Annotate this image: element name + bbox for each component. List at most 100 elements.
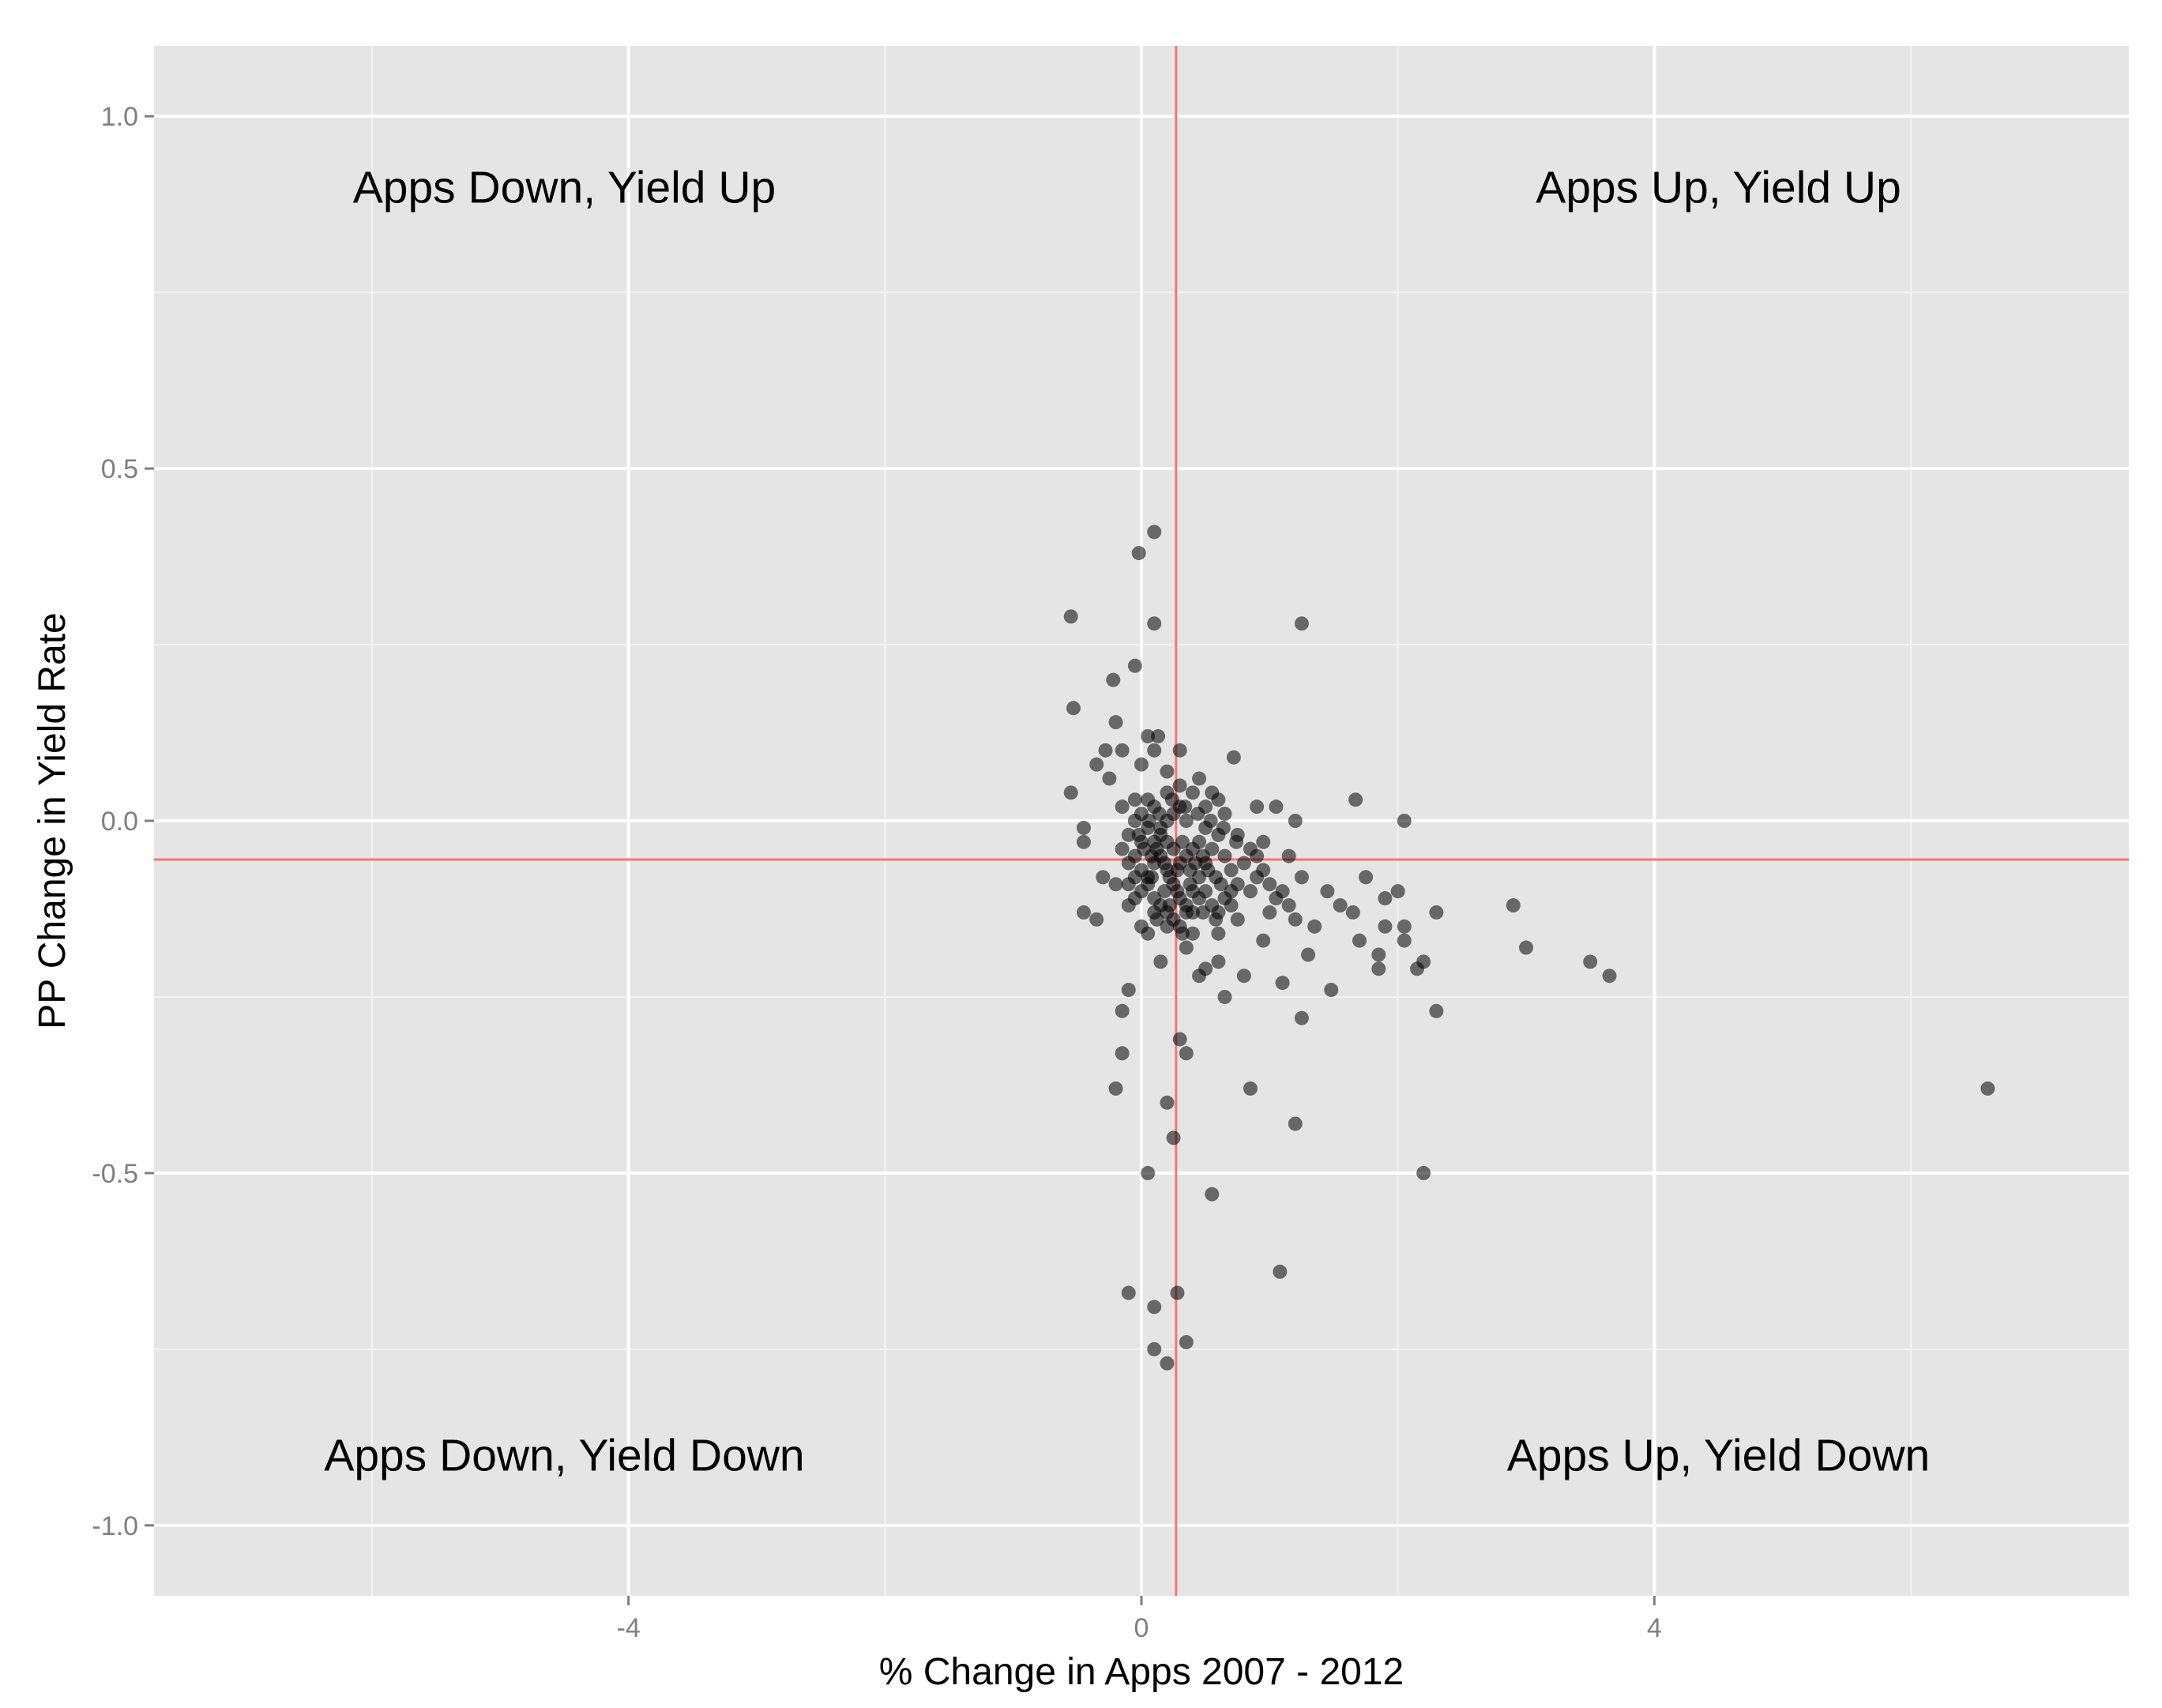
data-point <box>1076 820 1091 835</box>
data-point <box>1256 933 1271 948</box>
data-point <box>1170 1285 1185 1300</box>
data-point <box>1211 792 1226 807</box>
data-point <box>1131 546 1146 561</box>
data-point <box>1096 870 1111 885</box>
data-point <box>1106 672 1121 687</box>
data-point <box>1217 807 1232 822</box>
data-point <box>1172 1032 1187 1047</box>
data-point <box>1151 728 1166 743</box>
data-point <box>1089 912 1104 927</box>
reference-lines <box>154 46 2129 1596</box>
x-tick-label: -4 <box>617 1613 641 1643</box>
data-point <box>1519 940 1534 955</box>
data-point <box>1583 954 1598 969</box>
data-point <box>1157 884 1172 899</box>
data-point <box>1217 989 1232 1004</box>
data-point <box>1371 961 1386 976</box>
data-point <box>1166 1131 1181 1146</box>
data-point <box>1269 891 1284 906</box>
data-point <box>1275 976 1290 991</box>
data-point <box>1378 919 1393 934</box>
data-point <box>1209 912 1224 927</box>
data-point <box>1175 926 1190 941</box>
data-point <box>1236 969 1251 984</box>
data-point <box>1294 616 1309 631</box>
data-point <box>1147 1341 1162 1356</box>
y-axis-title: PP Change in Yield Rate <box>32 612 73 1029</box>
data-point <box>1108 877 1123 892</box>
x-tick-label: 0 <box>1134 1613 1149 1643</box>
data-point <box>1144 870 1159 885</box>
data-point <box>1301 947 1316 962</box>
data-point <box>1134 884 1149 899</box>
data-point <box>1147 616 1162 631</box>
data-point <box>1121 877 1136 892</box>
data-point <box>1281 898 1296 913</box>
quadrant-label: Apps Up, Yield Up <box>1536 162 1901 213</box>
data-point <box>1324 983 1339 998</box>
data-point <box>1134 757 1149 772</box>
data-point <box>1115 743 1130 758</box>
data-point <box>1160 1356 1175 1371</box>
data-points <box>1063 525 1995 1371</box>
data-point <box>1179 940 1194 955</box>
data-point <box>1179 814 1194 828</box>
data-point <box>1170 863 1185 878</box>
data-point <box>1098 743 1113 758</box>
data-point <box>1288 912 1303 927</box>
data-point <box>1216 820 1231 835</box>
data-point <box>1175 834 1190 849</box>
data-point <box>1076 834 1091 849</box>
data-point <box>1121 983 1136 998</box>
data-point <box>1141 814 1156 828</box>
data-point <box>1162 898 1177 913</box>
data-point <box>1185 926 1200 941</box>
quadrant-labels: Apps Down, Yield Up Apps Up, Yield Up Apps… <box>324 162 1930 1480</box>
data-point <box>1152 807 1167 822</box>
data-point <box>1236 856 1251 871</box>
data-point <box>1141 792 1156 807</box>
data-point <box>1160 1095 1175 1110</box>
data-point <box>1506 898 1521 913</box>
y-tick-label: -1.0 <box>92 1511 138 1541</box>
x-axis-title: % Change in Apps 2007 - 2012 <box>879 1651 1404 1693</box>
data-point <box>1229 834 1244 849</box>
data-point <box>1134 919 1149 934</box>
data-point <box>1980 1081 1995 1096</box>
data-point <box>1147 1300 1162 1315</box>
data-point <box>1192 969 1207 984</box>
data-point <box>1213 877 1228 892</box>
major-gridlines <box>154 46 2129 1596</box>
data-point <box>1063 785 1078 800</box>
quadrant-label: Apps Down, Yield Down <box>324 1431 804 1481</box>
data-point <box>1108 1081 1123 1096</box>
data-point <box>1172 778 1187 793</box>
data-point <box>1211 926 1226 941</box>
data-point <box>1183 877 1198 892</box>
y-tick-label: 0.0 <box>101 807 138 837</box>
data-point <box>1115 799 1130 814</box>
data-point <box>1127 658 1142 673</box>
data-point <box>1147 743 1162 758</box>
data-point <box>1288 814 1303 828</box>
data-point <box>1153 827 1168 842</box>
data-point <box>1137 841 1152 856</box>
data-point <box>1198 884 1213 899</box>
data-point <box>1224 863 1239 878</box>
data-point <box>1170 884 1185 899</box>
x-axis: -4 0 4 <box>617 1596 1662 1643</box>
data-point <box>1348 792 1363 807</box>
data-point <box>1089 757 1104 772</box>
data-point <box>1115 1003 1130 1018</box>
data-point <box>1371 947 1386 962</box>
data-point <box>1256 834 1271 849</box>
data-point <box>1192 771 1207 786</box>
data-point <box>1243 1081 1258 1096</box>
data-point <box>1157 856 1172 871</box>
data-point <box>1141 1165 1156 1180</box>
data-point <box>1190 807 1205 822</box>
data-point <box>1179 1334 1194 1349</box>
data-point <box>1226 750 1241 765</box>
data-point <box>1205 1187 1220 1202</box>
